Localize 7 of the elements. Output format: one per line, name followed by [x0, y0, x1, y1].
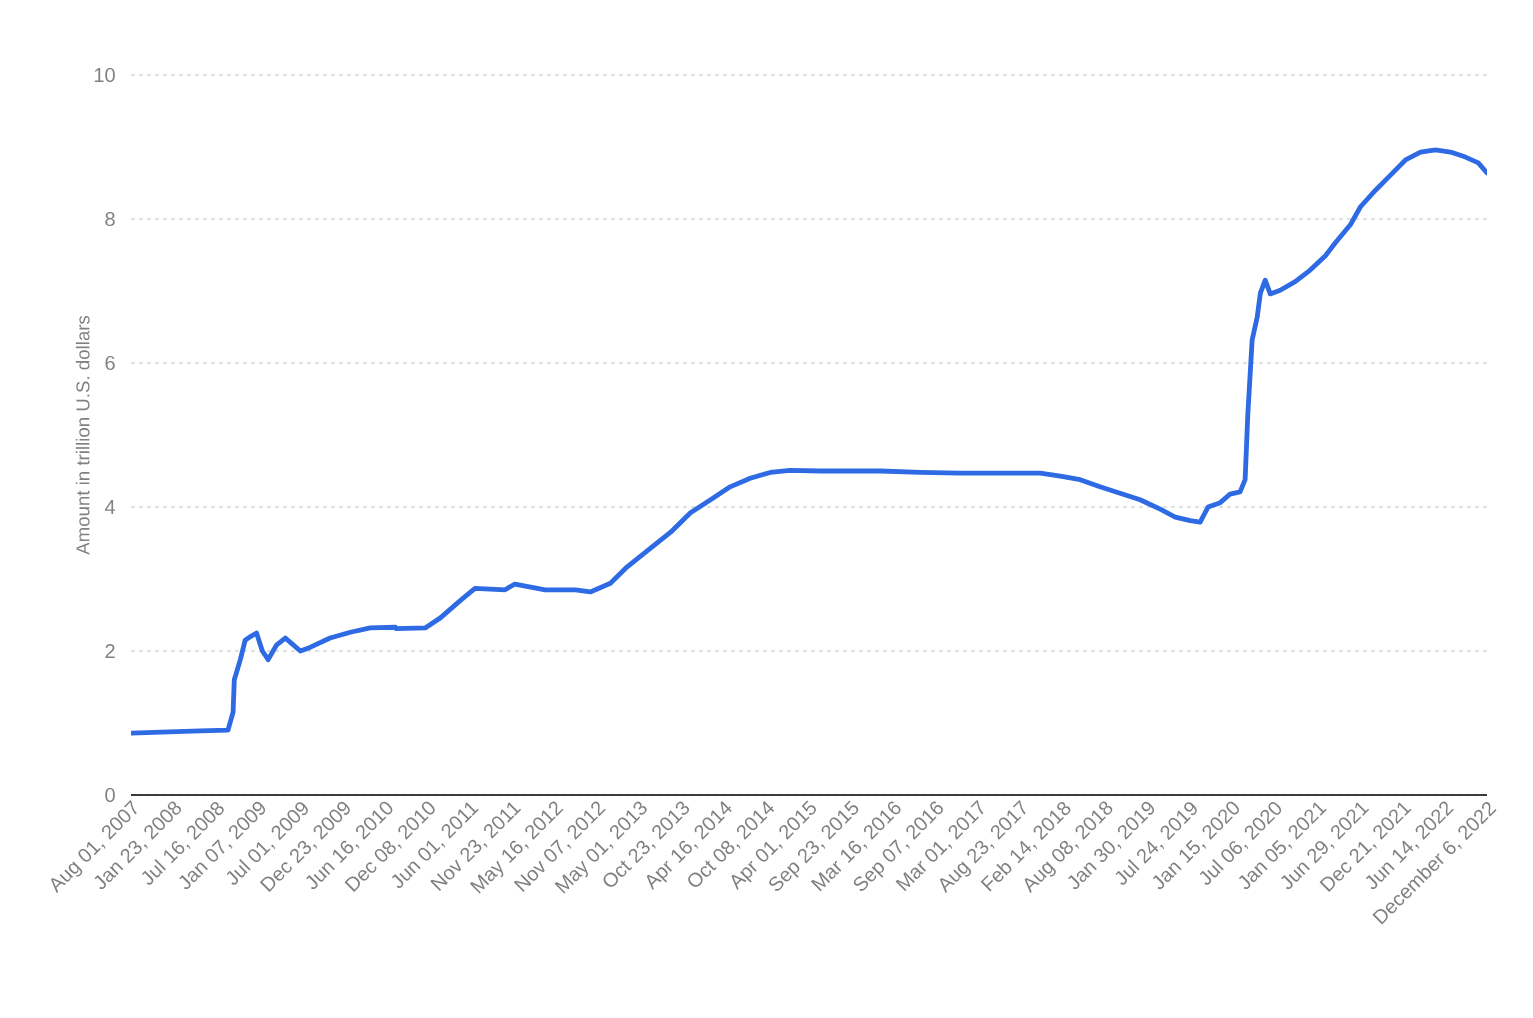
- y-tick-label: 10: [94, 67, 115, 83]
- y-tick-label: 8: [105, 211, 115, 227]
- y-tick-label: 4: [104, 500, 116, 514]
- y-tick-label: 2: [105, 644, 115, 658]
- y-tick-label: 0: [105, 787, 115, 803]
- y-axis-title: Amount in trillion U.S. dollars: [75, 315, 90, 555]
- y-tick-label: 6: [105, 355, 115, 371]
